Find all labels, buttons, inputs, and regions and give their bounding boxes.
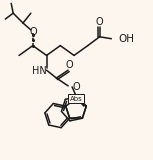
Text: O: O	[72, 82, 80, 92]
Text: O: O	[30, 27, 38, 37]
Text: HN: HN	[32, 66, 47, 76]
Text: O: O	[96, 17, 103, 27]
Text: OH: OH	[118, 34, 134, 44]
Text: O: O	[65, 60, 73, 70]
Text: Abs: Abs	[70, 96, 82, 102]
